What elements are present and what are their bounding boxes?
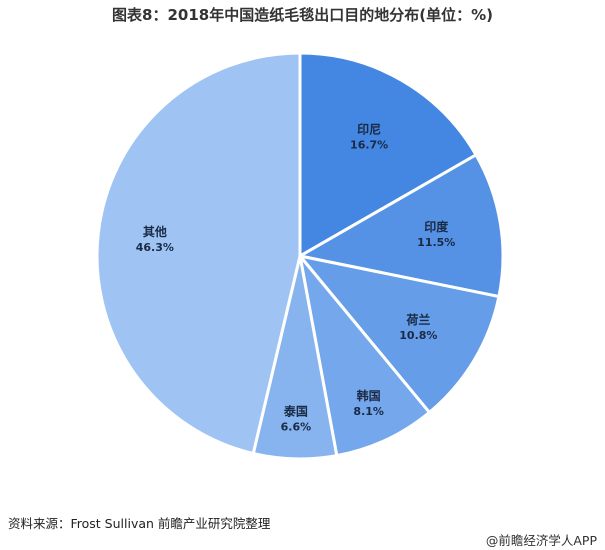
brand-watermark: @前瞻经济学人APP [485,533,597,548]
pie-slice-1 [295,152,505,299]
slice-category-label: 印尼 [357,123,381,137]
slice-category-label: 韩国 [357,388,381,403]
slice-value-label: 8.1% [353,405,384,418]
slice-category-label: 泰国 [283,403,308,418]
slice-value-label: 46.3% [136,241,174,254]
pie-slice-2 [296,253,501,415]
slice-category-label: 其他 [143,224,167,239]
slice-value-label: 11.5% [417,236,455,249]
chart-title: 图表8：2018年中国造纸毛毯出口目的地分布(单位：%) [112,6,493,24]
slice-category-label: 荷兰 [405,312,430,327]
source-note: 资料来源：Frost Sullivan 前瞻产业研究院整理 [8,516,271,531]
pie-slice-3 [297,250,432,458]
slice-category-label: 印度 [424,219,449,234]
pie-slice-0 [298,51,479,259]
slice-value-label: 10.8% [399,329,437,342]
pie-slice-5 [95,51,302,456]
slice-value-label: 16.7% [350,139,388,152]
slice-value-label: 6.6% [281,420,312,433]
